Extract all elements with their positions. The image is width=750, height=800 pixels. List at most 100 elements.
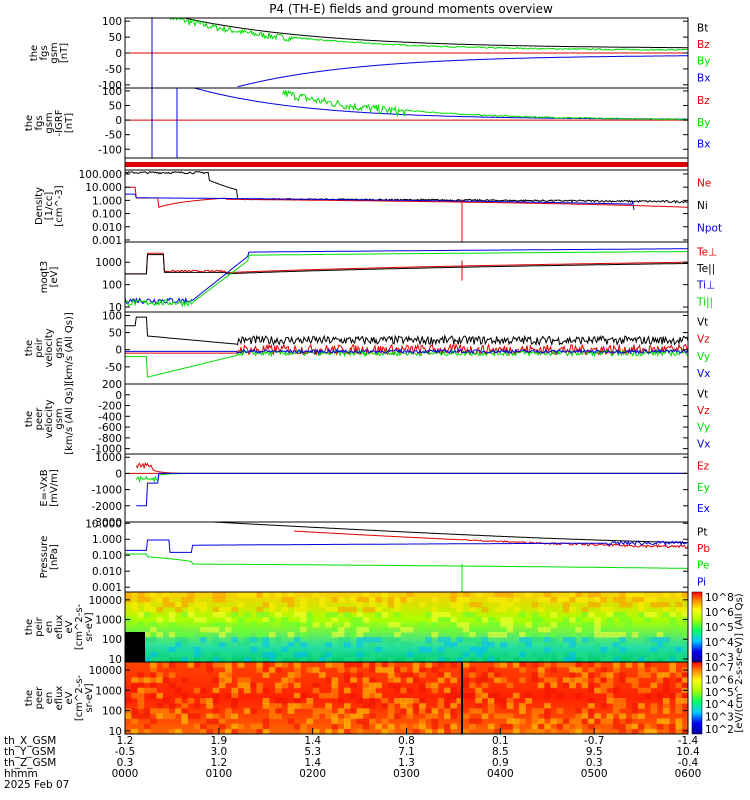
spectrogram-cell: [281, 647, 289, 653]
spectrogram-cell: [431, 682, 439, 689]
spectrogram-cell: [331, 612, 339, 618]
y-tick-label: 1000: [95, 257, 122, 269]
spectrogram-cell: [581, 682, 589, 689]
spectrogram-cell: [625, 718, 633, 725]
colorbar-specE: [691, 661, 703, 735]
colorbar-tick-label: 10^6: [705, 607, 734, 619]
spectrogram-cell: [544, 703, 551, 709]
spectrogram-cell: [531, 718, 539, 725]
spectrogram-cell: [306, 612, 314, 618]
series-Vy: [125, 348, 688, 378]
spectrogram-cell: [631, 657, 639, 662]
spectrogram-cell: [387, 657, 395, 662]
spectrogram-cell: [575, 667, 583, 673]
spectrogram-cell: [387, 667, 395, 673]
spectrogram-cell: [656, 652, 664, 658]
spectrogram-cell: [544, 723, 551, 730]
y-axis-label: E=-VxB: [39, 469, 50, 506]
spectrogram-cell: [387, 728, 395, 734]
spectrogram-cell: [631, 728, 639, 734]
spectrogram-cell: [381, 592, 389, 598]
spectrogram-cell: [544, 657, 551, 662]
spectrogram-cell: [662, 682, 670, 689]
spectrogram-cell: [362, 718, 370, 725]
y-tick-label: 0.100: [92, 209, 122, 221]
spectrogram-cell: [131, 713, 139, 720]
colorbars: 10^810^610^510^410^310^710^610^510^410^3…: [691, 591, 745, 736]
spectrogram-cell: [631, 592, 639, 598]
orbit-value: 0400: [487, 768, 514, 780]
spectrogram-cell: [337, 627, 345, 633]
series-Vz: [125, 342, 688, 357]
spectrogram-cell: [506, 602, 514, 608]
spectrogram-cell: [181, 713, 189, 720]
series-Vx: [125, 348, 688, 355]
spectrogram-cell: [600, 677, 608, 684]
spectrogram-cell: [137, 592, 145, 598]
spectrogram-cell: [606, 632, 614, 638]
spectrogram-cell: [350, 622, 357, 628]
spectrogram-cell: [250, 647, 257, 653]
spectrogram-cell: [594, 687, 601, 694]
spectrogram-cell: [181, 703, 189, 709]
legend-Te||: Te||: [696, 263, 715, 275]
y-tick-label: 100: [102, 16, 122, 28]
spectrogram-cell: [318, 602, 326, 608]
spectrogram-cell: [262, 642, 270, 648]
spectrogram-cell: [606, 652, 614, 658]
spectrogram-cell: [368, 687, 376, 694]
spectrogram-cell: [487, 708, 495, 714]
spectrogram-cell: [612, 597, 620, 603]
spectrogram-cell: [256, 657, 264, 662]
spectrogram-cell: [544, 708, 551, 714]
spectrogram-cell: [631, 632, 639, 638]
spectrogram-cell: [218, 632, 226, 638]
spectrogram-cell: [262, 687, 270, 694]
spectrogram-cell: [437, 728, 445, 734]
spectrogram-cell: [162, 677, 170, 684]
spectrogram-cell: [231, 728, 239, 734]
spectrogram-cell: [512, 723, 520, 730]
spectrogram-cell: [362, 703, 370, 709]
spectrogram-cell: [450, 708, 458, 714]
spectrogram-cell: [600, 627, 608, 633]
spectrogram-cell: [675, 682, 683, 689]
spectrogram-cell: [531, 677, 539, 684]
spectrogram-cell: [437, 637, 445, 643]
spectrogram-cell: [431, 632, 439, 638]
spectrogram-cell: [594, 597, 601, 603]
figure-title: P4 (TH-E) fields and ground moments over…: [269, 2, 553, 16]
spectrogram-cell: [412, 667, 420, 673]
spectrogram-cell: [350, 667, 357, 673]
spectrogram-cell: [275, 667, 282, 673]
spectrogram-cell: [200, 602, 207, 608]
spectrogram-cell: [281, 698, 289, 704]
spectrogram-cell: [581, 607, 589, 613]
y-axis-label: [nT]: [59, 43, 70, 63]
spectrogram-cell: [525, 592, 533, 598]
spectrogram-cell: [419, 682, 426, 689]
panel-bar: [124, 157, 689, 171]
spectrogram-cell: [193, 687, 201, 694]
orbit-value: 1.3: [398, 757, 415, 769]
spectrogram-cell: [487, 617, 495, 623]
spectrogram-cell: [200, 687, 207, 694]
spectrogram-cell: [537, 672, 545, 678]
spectrogram-cell: [131, 692, 139, 699]
spectrogram-cell: [175, 637, 182, 643]
spectrogram-cell: [206, 652, 214, 658]
spectrogram-cell: [206, 703, 214, 709]
spectrogram-cell: [431, 667, 439, 673]
spectrogram-cell: [206, 718, 214, 725]
spectrogram-cell: [469, 637, 476, 643]
orbit-value: 1.2: [117, 735, 134, 747]
spectrogram-cell: [343, 677, 351, 684]
spectrogram-cell: [606, 713, 614, 720]
y-tick-label: 1000: [95, 685, 122, 697]
spectrogram-cell: [218, 682, 226, 689]
spectrogram-cell: [131, 708, 139, 714]
legend-By: By: [697, 56, 710, 68]
spectrogram-cell: [262, 728, 270, 734]
y-axis-label: gsm: [54, 337, 65, 358]
spectrogram-cell: [181, 637, 189, 643]
